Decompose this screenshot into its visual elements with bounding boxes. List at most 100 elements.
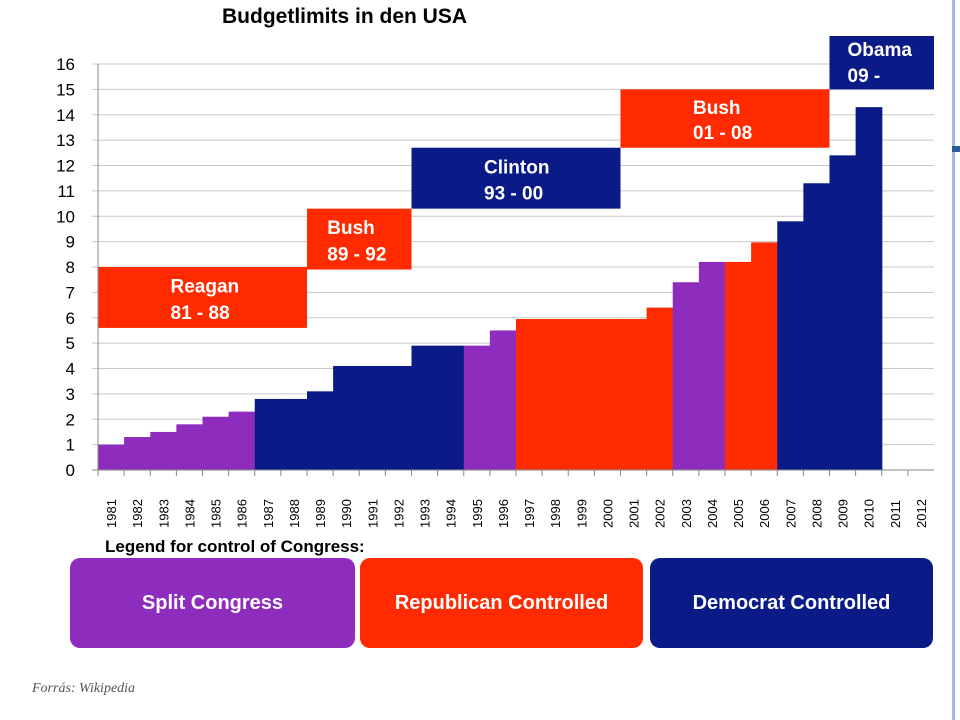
bar-2006 (751, 242, 778, 470)
source-note: Forrás: Wikipedia (32, 681, 136, 696)
right-border-tab (952, 146, 960, 152)
bar-1996 (489, 330, 517, 470)
president-years: 93 - 00 (484, 184, 543, 205)
x-tick-label: 2005 (731, 499, 746, 528)
president-years: 89 - 92 (327, 244, 386, 265)
bar-2010 (855, 107, 883, 470)
legend-split-label: Split Congress (141, 591, 284, 614)
bar-1984 (176, 424, 204, 470)
legend-republican-controlled: Republican Controlled (360, 558, 643, 648)
y-tick-label: 4 (66, 360, 75, 379)
legend-democrat-controlled: Democrat Controlled (650, 558, 933, 648)
legend-republican-label: Republican Controlled (394, 591, 609, 614)
x-tick-label: 2008 (809, 499, 824, 528)
y-tick-label: 13 (56, 131, 75, 150)
bar-1982 (124, 437, 151, 470)
x-tick-label: 1995 (470, 499, 485, 528)
bar-1994 (437, 345, 465, 470)
president-box (411, 147, 621, 209)
y-tick-label: 2 (66, 410, 75, 429)
legend-title: Legend for control of Congress: (105, 537, 365, 556)
bar-2009 (829, 155, 857, 470)
x-tick-label: 1992 (391, 499, 406, 528)
x-tick-label: 2010 (862, 499, 877, 528)
bar-1988 (280, 398, 308, 470)
president-box (307, 208, 412, 270)
y-tick-label: 5 (66, 334, 75, 353)
x-tick-label: 2006 (757, 499, 772, 528)
y-tick-label: 11 (57, 182, 75, 201)
president-years: 01 - 08 (693, 123, 752, 144)
bar-1998 (542, 319, 569, 470)
y-tick-label: 9 (66, 233, 75, 252)
bar-1992 (385, 365, 413, 470)
y-tick-label: 14 (56, 106, 75, 125)
x-tick-label: 2002 (653, 499, 668, 528)
y-tick-label: 7 (66, 283, 75, 302)
x-tick-label: 1985 (209, 499, 224, 528)
x-tick-label: 1988 (287, 499, 302, 528)
x-tick-label: 1991 (365, 499, 380, 528)
president-labels: Reagan 81 - 88 Bush 89 - 92 Clinton 93 - 00 Bu… (98, 36, 934, 328)
legend-split-congress: Split Congress (70, 558, 355, 648)
x-tick-label: 2004 (705, 499, 720, 528)
legend-democrat-label: Democrat Controlled (692, 591, 891, 614)
bar-1991 (359, 365, 386, 470)
bar-1989 (307, 391, 334, 470)
x-tick-label: 2011 (888, 500, 903, 528)
bar-2002 (646, 307, 674, 470)
x-tick-label: 1993 (418, 499, 433, 528)
president-name: Bush (693, 98, 741, 119)
x-tick-label: 1983 (156, 499, 171, 528)
bar-2001 (620, 319, 648, 470)
x-tick-label: 2001 (627, 499, 642, 528)
x-tick-label: 2007 (783, 499, 798, 528)
x-tick-label: 2012 (914, 499, 929, 528)
chart-title: Budgetlimits in den USA (222, 5, 468, 28)
x-tick-label: 1990 (339, 499, 354, 528)
x-tick-label: 1984 (182, 499, 197, 528)
bar-2007 (777, 221, 804, 470)
x-tick-label: 1987 (261, 499, 276, 528)
budget-chart: Reagan 81 - 88 Bush 89 - 92 Clinton 93 - 00 Bu… (56, 36, 934, 528)
x-tick-label: 1982 (130, 499, 145, 528)
y-tick-label: 3 (66, 385, 75, 404)
bar-2003 (672, 282, 700, 470)
bar-2008 (803, 183, 831, 470)
bar-1993 (411, 345, 439, 470)
x-tick-label: 1981 (104, 499, 119, 528)
y-tick-label: 6 (66, 309, 75, 328)
y-tick-label: 0 (66, 461, 75, 480)
x-tick-label: 1986 (235, 499, 250, 528)
bar-1981 (98, 444, 125, 470)
president-years: 81 - 88 (171, 303, 230, 324)
bar-1999 (568, 319, 595, 470)
y-tick-label: 1 (66, 436, 75, 455)
right-border-line (952, 0, 955, 720)
bar-1997 (516, 319, 543, 470)
president-box (620, 89, 830, 148)
x-tick-label: 1996 (496, 499, 511, 528)
y-tick-label: 15 (56, 80, 75, 99)
president-name: Clinton (484, 157, 549, 178)
x-tick-label: 1994 (444, 499, 459, 528)
bar-1987 (254, 398, 282, 470)
bar-1986 (228, 411, 256, 470)
bar-1985 (202, 416, 230, 470)
y-tick-label: 12 (56, 157, 75, 176)
y-tick-label: 10 (56, 207, 75, 226)
president-years: 09 - (848, 66, 881, 87)
x-tick-label: 1997 (522, 499, 537, 528)
bars (98, 107, 883, 470)
x-tick-label: 1998 (548, 499, 563, 528)
x-tick-label: 2003 (679, 499, 694, 528)
president-name: Bush (327, 218, 375, 239)
x-tick-label: 2009 (836, 499, 851, 528)
x-tick-label: 1989 (313, 499, 328, 528)
bar-2005 (725, 261, 752, 470)
bar-2004 (698, 261, 726, 470)
x-tick-label: 2000 (600, 499, 615, 528)
president-box (829, 36, 934, 90)
bar-1995 (463, 345, 491, 470)
